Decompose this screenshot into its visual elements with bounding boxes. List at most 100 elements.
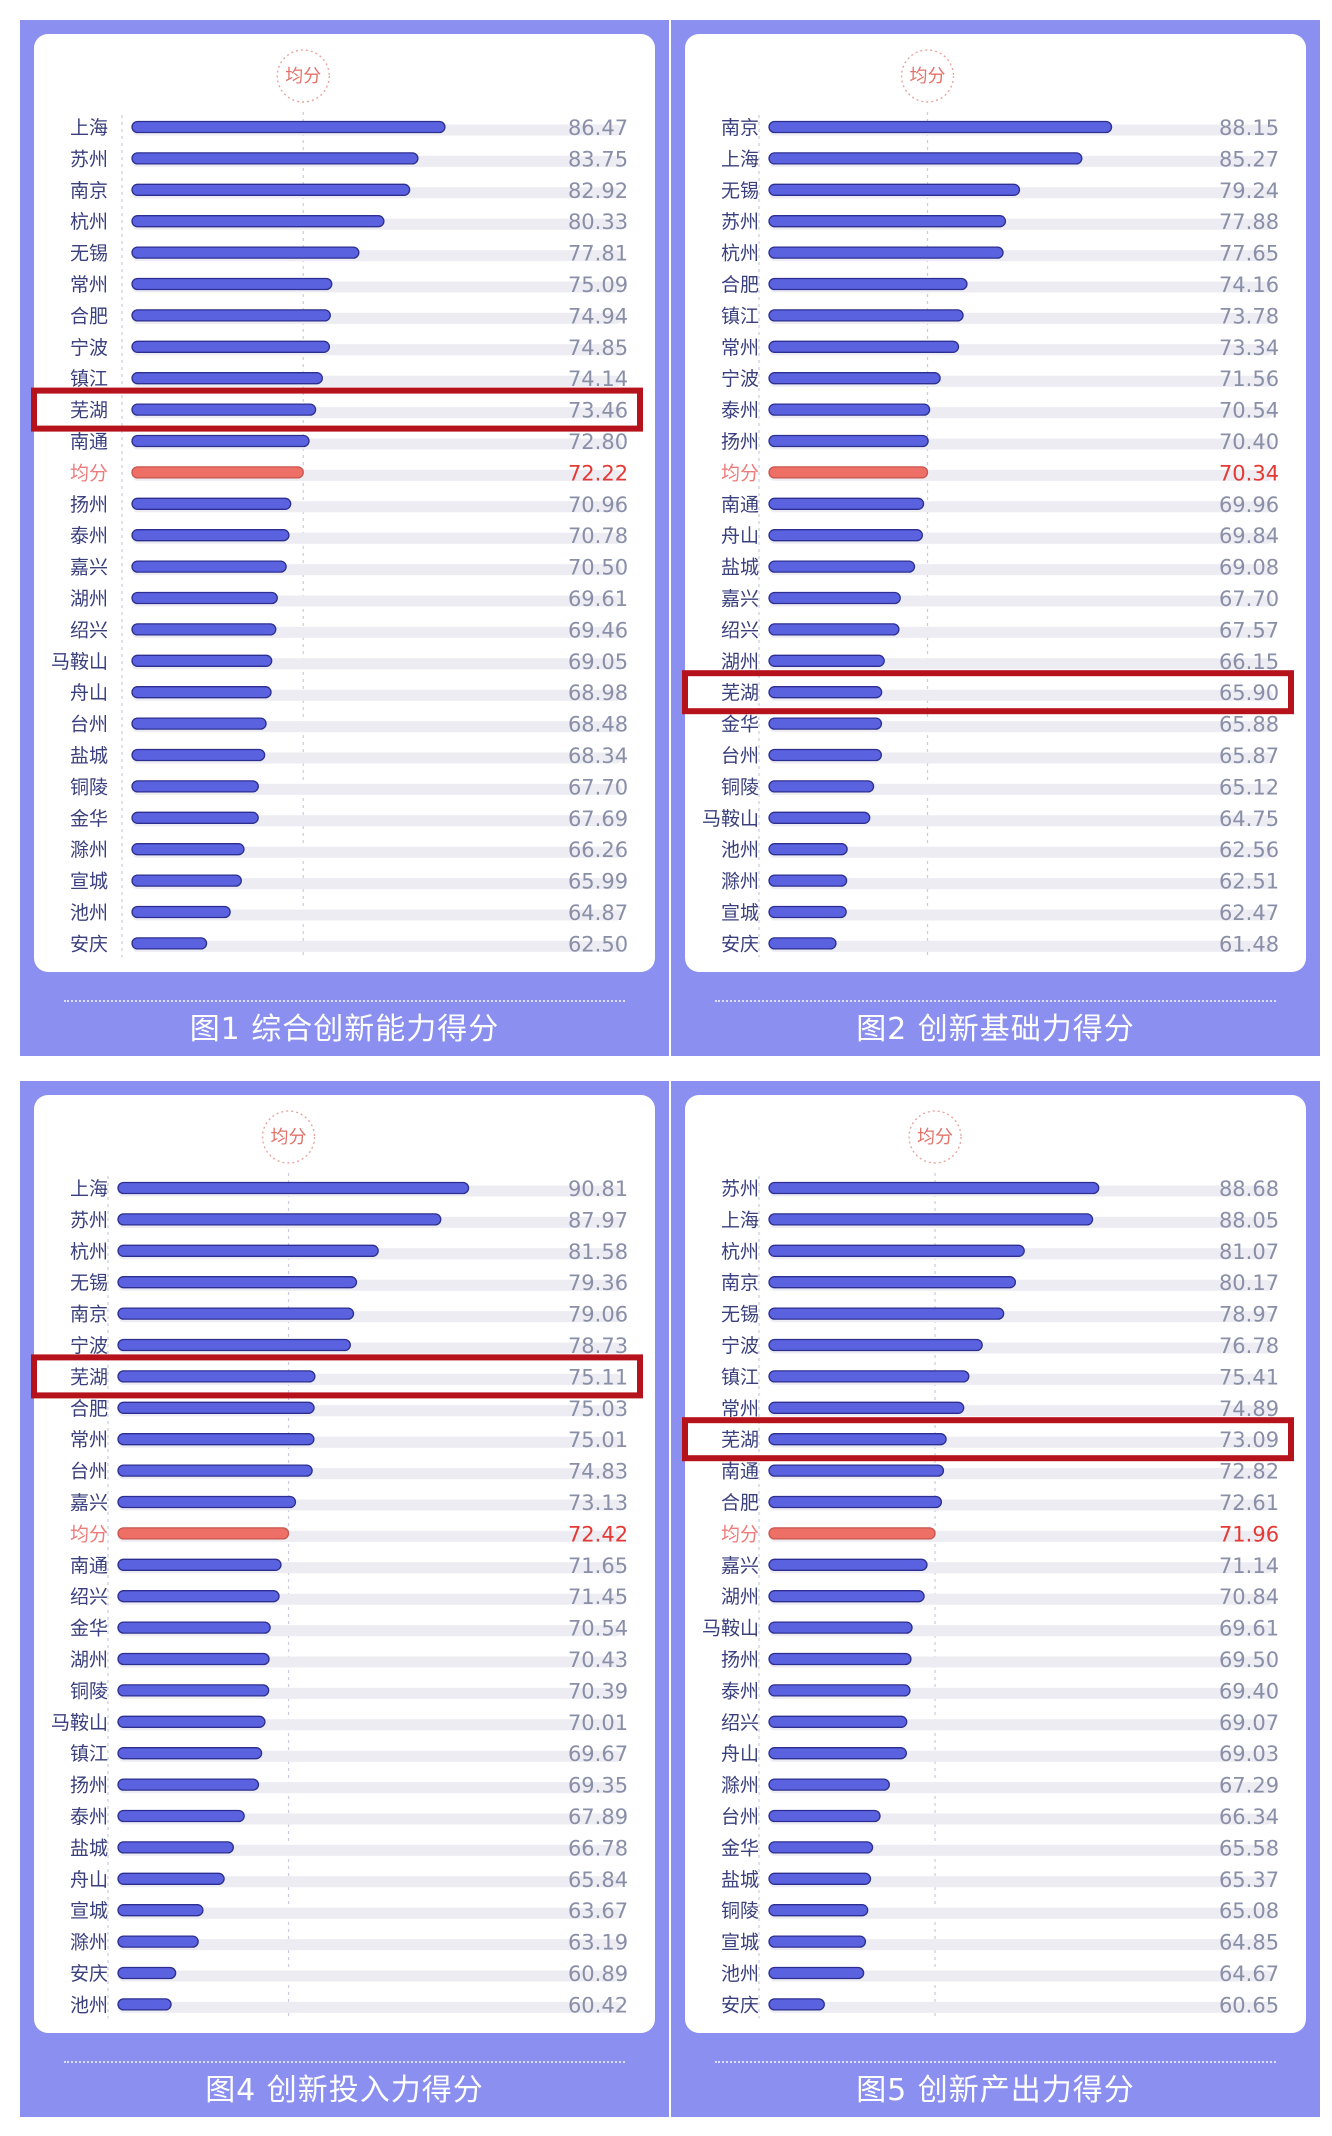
value-label: 70.40 — [1219, 430, 1279, 454]
value-label: 66.78 — [568, 1836, 628, 1860]
value-label: 73.13 — [568, 1491, 628, 1515]
value-label: 65.08 — [1219, 1899, 1279, 1923]
bar-track — [769, 815, 1273, 827]
value-label: 72.61 — [1219, 1491, 1279, 1515]
value-label: 77.65 — [1219, 242, 1279, 266]
value-label: 70.50 — [568, 556, 628, 580]
category-label: 滁州 — [721, 871, 759, 893]
category-label: 芜湖 — [721, 1429, 759, 1451]
bar — [768, 277, 968, 291]
value-label: 65.12 — [1219, 775, 1279, 799]
bar — [131, 340, 331, 353]
value-label: 75.11 — [568, 1365, 628, 1389]
highlight-box — [682, 670, 1294, 715]
value-label: 76.78 — [1219, 1334, 1279, 1358]
category-label: 安庆 — [70, 933, 108, 955]
value-label: 65.84 — [568, 1868, 628, 1892]
bar — [117, 1495, 297, 1509]
category-label: 扬州 — [70, 1775, 108, 1797]
value-label: 60.89 — [568, 1962, 628, 1986]
bar — [768, 403, 931, 416]
bar — [117, 1307, 355, 1320]
category-label: 湖州 — [70, 1649, 108, 1671]
bar — [768, 1401, 965, 1414]
bar-track — [769, 1939, 1273, 1951]
value-label: 62.47 — [1219, 901, 1279, 925]
value-label: 67.70 — [1219, 587, 1279, 611]
category-label: 苏州 — [721, 211, 759, 233]
bar — [768, 1652, 912, 1666]
bar-track — [769, 1970, 1273, 1982]
value-label: 69.05 — [568, 650, 628, 674]
bar — [768, 1370, 970, 1383]
bar — [768, 1998, 825, 2011]
category-label: 合肥 — [721, 274, 759, 296]
category-label: 池州 — [721, 1963, 759, 1985]
value-label: 83.75 — [568, 147, 628, 171]
category-label: 无锡 — [721, 180, 759, 202]
category-label: 池州 — [70, 1994, 108, 2016]
value-label: 67.29 — [1219, 1774, 1279, 1798]
category-label: 上海 — [70, 117, 108, 139]
value-label: 77.88 — [1219, 210, 1279, 234]
value-label: 79.06 — [568, 1303, 628, 1327]
bar-track — [769, 1844, 1273, 1856]
highlight-box — [31, 1354, 643, 1399]
average-badge — [261, 1110, 316, 1164]
bar — [117, 1966, 177, 1980]
bar — [768, 120, 1113, 134]
bar-track — [118, 2001, 622, 2013]
category-label: 均分 — [70, 462, 108, 484]
bar — [131, 686, 272, 699]
average-badge — [276, 49, 330, 103]
category-label: 金华 — [70, 1618, 108, 1640]
value-label: 69.46 — [568, 618, 628, 642]
value-label: 74.85 — [568, 336, 628, 360]
category-label: 扬州 — [721, 431, 759, 453]
category-label: 泰州 — [70, 1806, 108, 1828]
bar — [131, 403, 317, 416]
bar — [768, 529, 923, 542]
average-bar — [768, 466, 929, 479]
category-label: 绍兴 — [721, 1712, 759, 1734]
value-label: 68.34 — [568, 744, 628, 768]
bar — [131, 277, 333, 291]
category-label: 湖州 — [70, 588, 108, 610]
average-badge-label: 均分 — [910, 66, 946, 87]
category-label: 舟山 — [70, 1869, 108, 1891]
category-label: 南京 — [721, 1272, 759, 1294]
category-label: 安庆 — [721, 1994, 759, 2016]
bar — [131, 811, 259, 824]
bar — [117, 1181, 470, 1195]
category-label: 常州 — [721, 1398, 759, 1420]
bar — [768, 686, 883, 699]
bar — [117, 1809, 245, 1823]
category-label: 盐城 — [721, 1869, 759, 1891]
category-label: 池州 — [70, 902, 108, 924]
bar — [117, 1370, 316, 1383]
bar — [117, 1621, 271, 1634]
bar — [117, 1652, 270, 1666]
category-label: 镇江 — [721, 1366, 759, 1388]
bar-track — [118, 1970, 622, 1982]
category-label: 镇江 — [721, 305, 759, 327]
category-label: 绍兴 — [70, 1586, 108, 1608]
bar — [768, 623, 900, 636]
highlight-box — [682, 1417, 1294, 1462]
bar — [768, 1715, 908, 1728]
bar-track — [769, 1876, 1273, 1888]
category-label: 常州 — [70, 1429, 108, 1451]
value-label: 78.73 — [568, 1334, 628, 1358]
category-label: 滁州 — [70, 839, 108, 861]
bar-track — [118, 1844, 622, 1856]
bar — [117, 1213, 442, 1226]
bar — [131, 623, 277, 636]
value-label: 67.70 — [568, 775, 628, 799]
value-label: 88.15 — [1219, 116, 1279, 140]
value-label: 72.82 — [1219, 1460, 1279, 1484]
bar-track — [132, 940, 622, 952]
caption-divider — [715, 2061, 1276, 2063]
bar — [768, 340, 960, 353]
bar — [117, 1401, 315, 1414]
bar — [117, 1433, 315, 1446]
